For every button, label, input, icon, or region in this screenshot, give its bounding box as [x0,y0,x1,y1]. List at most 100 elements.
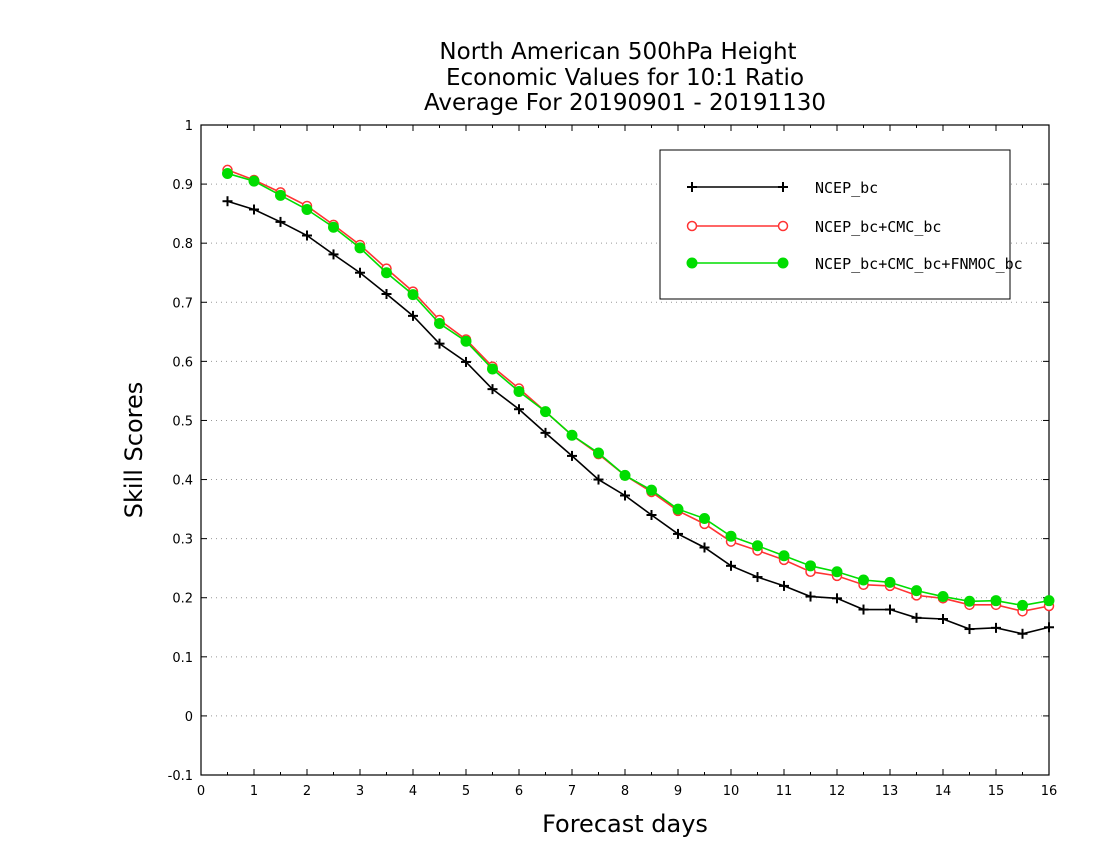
x-tick-label: 8 [621,784,629,799]
series-line-0 [227,200,1050,635]
data-point-series-2 [911,585,922,597]
chart-title-line-3: Average For 20190901 - 20191130 [424,90,826,116]
y-tick-label: 0.9 [172,178,193,193]
legend-label-ncep-bc-cmc-bc-fnmoc-bc: NCEP_bc+CMC_bc+FNMOC_bc [815,255,1023,273]
y-tick-label: 0.3 [172,533,193,548]
data-point-series-0 [805,591,816,602]
data-point-series-2 [752,540,763,552]
data-point-series-2 [725,530,737,542]
data-point-series-2 [434,318,445,330]
data-point-series-0 [726,560,736,571]
data-point-series-2 [513,386,525,397]
legend-box [659,149,1011,300]
data-point-series-2 [407,289,419,301]
data-point-series-2 [672,503,684,515]
chart-title: North American 500hPa Height Economic Va… [424,39,826,116]
data-point-series-2 [328,221,339,233]
data-point-series-0 [302,230,312,241]
x-tick-label: 0 [197,784,205,799]
data-point-series-0 [381,289,392,299]
y-axis-label: Skill Scores [120,382,148,519]
x-tick-label: 15 [988,784,1005,799]
y-tick-label: 0.1 [172,651,193,666]
data-point-series-0 [858,604,869,615]
data-point-series-2 [884,576,896,588]
data-point-series-2 [1043,595,1055,607]
x-tick-label: 6 [515,784,523,799]
x-tick-label: 7 [568,784,576,799]
chart-title-line-1: North American 500hPa Height [439,39,796,65]
x-tick-label: 5 [462,784,470,799]
data-point-series-0 [885,604,895,615]
data-point-series-2 [381,267,392,279]
y-tick-label: -0.1 [168,769,193,784]
data-point-series-0 [1044,622,1054,633]
x-tick-label: 3 [356,784,364,799]
data-point-series-2 [222,167,233,179]
data-point-series-0 [699,542,710,553]
data-point-series-2 [805,560,816,572]
x-tick-label: 9 [674,784,682,799]
x-tick-label: 4 [409,784,417,799]
data-point-series-0 [911,612,922,623]
y-tick-label: 0.8 [172,237,193,252]
y-tick-label: 0 [185,710,193,725]
data-point-series-0 [355,267,365,278]
y-tick-label: 0.6 [172,355,193,370]
y-tick-label: 1 [185,119,193,134]
data-point-series-2 [699,513,710,525]
legend-marker-right-0 [778,182,788,192]
y-tick-label: 0.5 [172,414,193,429]
data-point-series-0 [779,580,789,591]
data-point-series-0 [328,249,339,260]
data-point-series-0 [938,614,948,624]
x-tick-label: 14 [935,784,952,799]
data-point-series-2 [301,204,313,215]
data-point-series-2 [858,574,869,586]
data-point-series-0 [752,572,763,583]
legend-label-ncep-bc: NCEP_bc [815,179,878,197]
data-point-series-2 [1017,599,1028,611]
x-tick-label: 1 [250,784,258,799]
data-point-series-2 [487,363,498,375]
data-point-series-0 [620,490,630,501]
data-point-series-0 [249,204,259,215]
data-point-series-0 [964,624,975,635]
data-point-series-0 [593,474,604,485]
data-point-series-2 [831,566,843,578]
data-point-series-0 [514,404,524,415]
data-point-series-2 [566,429,578,441]
data-point-series-0 [673,528,683,539]
data-point-series-2 [354,242,366,254]
data-point-series-0 [991,622,1001,633]
data-point-series-2 [248,175,260,187]
x-axis-label: Forecast days [542,810,708,838]
data-point-series-2 [778,550,790,562]
data-point-series-0 [832,593,842,604]
y-axis-ticks: -0.1 0 0.1 0.2 0.3 0.4 0.5 0.6 0.7 0.8 0.9 1 [168,119,1049,784]
x-tick-label: 2 [303,784,311,799]
data-point-series-0 [567,450,577,461]
data-point-series-0 [461,356,471,367]
data-point-series-2 [937,591,949,603]
legend: NCEP_bc NCEP_bc+CMC_bc NCEP_bc+CMC_bc+FN… [659,149,1023,300]
series-lines [222,164,1055,639]
data-point-series-0 [540,427,551,438]
data-point-series-0 [1017,628,1028,639]
y-tick-label: 0.7 [172,296,193,311]
legend-label-ncep-bc-cmc-bc: NCEP_bc+CMC_bc [815,218,941,236]
x-axis-ticks: 0 1 2 3 4 5 6 7 8 9 10 11 12 13 14 15 16 [197,125,1057,799]
y-tick-label: 0.2 [172,592,193,607]
x-tick-label: 11 [776,784,793,799]
legend-marker-left-2 [686,257,698,269]
y-tick-label: 0.4 [172,474,193,489]
legend-marker-right-1 [777,220,789,232]
data-point-series-2 [540,406,551,418]
x-tick-label: 12 [829,784,846,799]
data-point-series-2 [646,484,657,496]
chart-title-line-2: Economic Values for 10:1 Ratio [446,65,804,91]
data-point-series-2 [619,469,631,481]
legend-marker-left-0 [687,182,697,192]
data-point-series-2 [990,595,1002,607]
